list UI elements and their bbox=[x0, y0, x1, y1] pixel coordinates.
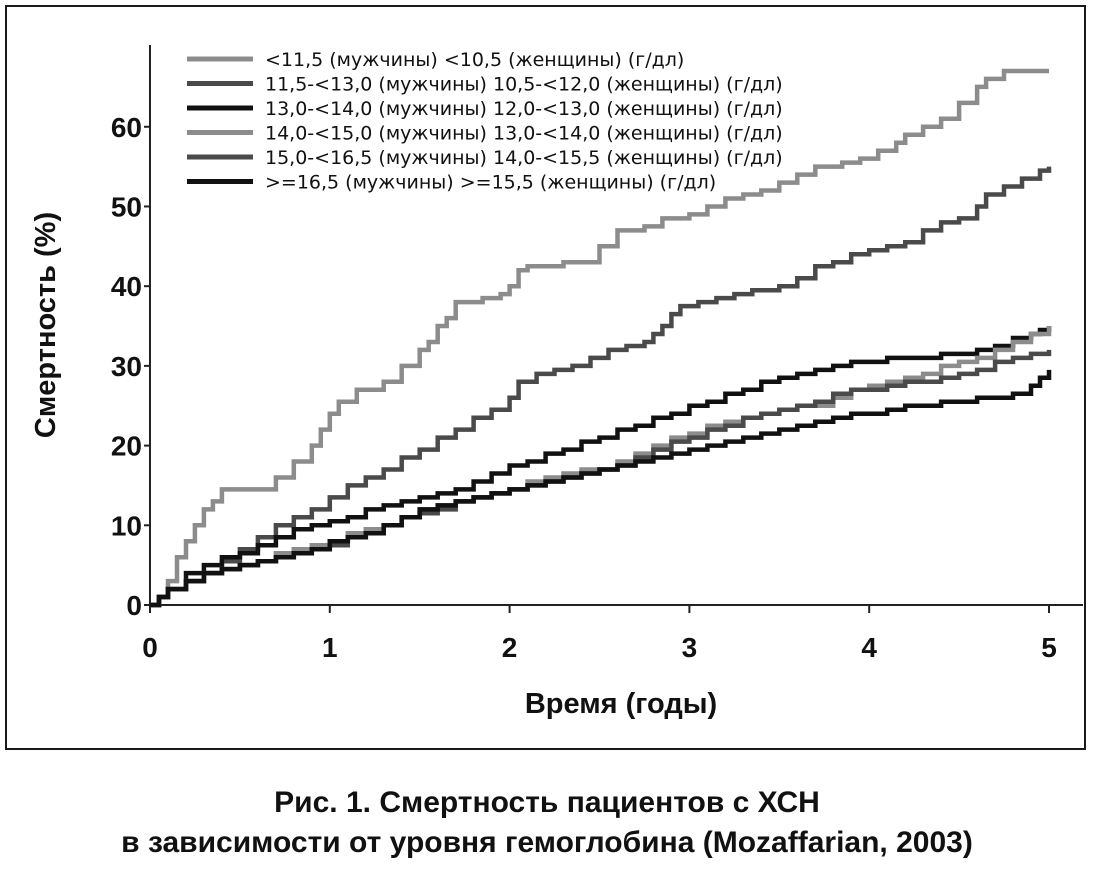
caption-line-2: в зависимости от уровня гемоглобина (Moz… bbox=[121, 826, 973, 859]
y-tick-label: 10 bbox=[111, 510, 142, 541]
x-ticks: 0 1 2 3 4 5 bbox=[142, 605, 1057, 663]
series-line-3 bbox=[150, 326, 1052, 608]
legend-label-6: >=16,5 (мужчины) >=15,5 (женщины) (г/дл) bbox=[265, 172, 716, 194]
y-tick-label: 50 bbox=[111, 191, 142, 222]
y-ticks: 0 10 20 30 40 50 60 bbox=[111, 112, 150, 621]
y-axis-title: Смертность (%) bbox=[30, 212, 62, 438]
legend-label-4: 14,0-<15,0 (мужчины) 13,0-<14,0 (женщины… bbox=[265, 123, 783, 145]
x-tick-label: 5 bbox=[1041, 632, 1057, 663]
x-tick-label: 1 bbox=[322, 632, 338, 663]
x-tick-label: 3 bbox=[682, 632, 698, 663]
x-axis-title: Время (годы) bbox=[525, 688, 717, 720]
y-tick-label: 0 bbox=[126, 590, 142, 621]
chart-frame: 0 10 20 30 40 50 60 0 1 2 3 4 5 <11,5 (мужчины) <10… bbox=[5, 5, 1086, 750]
y-tick-label: 60 bbox=[111, 112, 142, 143]
series-line-4 bbox=[150, 326, 1052, 608]
legend-label-2: 11,5-<13,0 (мужчины) 10,5-<12,0 (женщины… bbox=[265, 74, 783, 96]
legend-label-1: <11,5 (мужчины) <10,5 (женщины) (г/дл) bbox=[265, 49, 684, 71]
chart-axes bbox=[149, 45, 1083, 606]
x-tick-label: 2 bbox=[502, 632, 518, 663]
x-tick-label: 4 bbox=[861, 632, 877, 663]
series-line-1 bbox=[150, 68, 1049, 608]
y-tick-label: 30 bbox=[111, 351, 142, 382]
caption-line-1: Рис. 1. Смертность пациентов с ХСН bbox=[274, 786, 820, 819]
series-line-2 bbox=[150, 166, 1052, 608]
legend: <11,5 (мужчины) <10,5 (женщины) (г/дл) 11… bbox=[187, 49, 783, 194]
series-line-6 bbox=[150, 369, 1052, 608]
series-layer bbox=[150, 68, 1052, 608]
figure-caption: Рис. 1. Смертность пациентов с ХСН в зав… bbox=[0, 783, 1094, 863]
legend-label-3: 13,0-<14,0 (мужчины) 12,0-<13,0 (женщины… bbox=[265, 98, 783, 120]
survival-chart: 0 10 20 30 40 50 60 0 1 2 3 4 5 <11,5 (мужчины) <10… bbox=[30, 45, 1083, 720]
y-tick-label: 20 bbox=[111, 431, 142, 462]
x-tick-label: 0 bbox=[142, 632, 158, 663]
legend-label-5: 15,0-<16,5 (мужчины) 14,0-<15,5 (женщины… bbox=[265, 147, 783, 169]
y-tick-label: 40 bbox=[111, 271, 142, 302]
